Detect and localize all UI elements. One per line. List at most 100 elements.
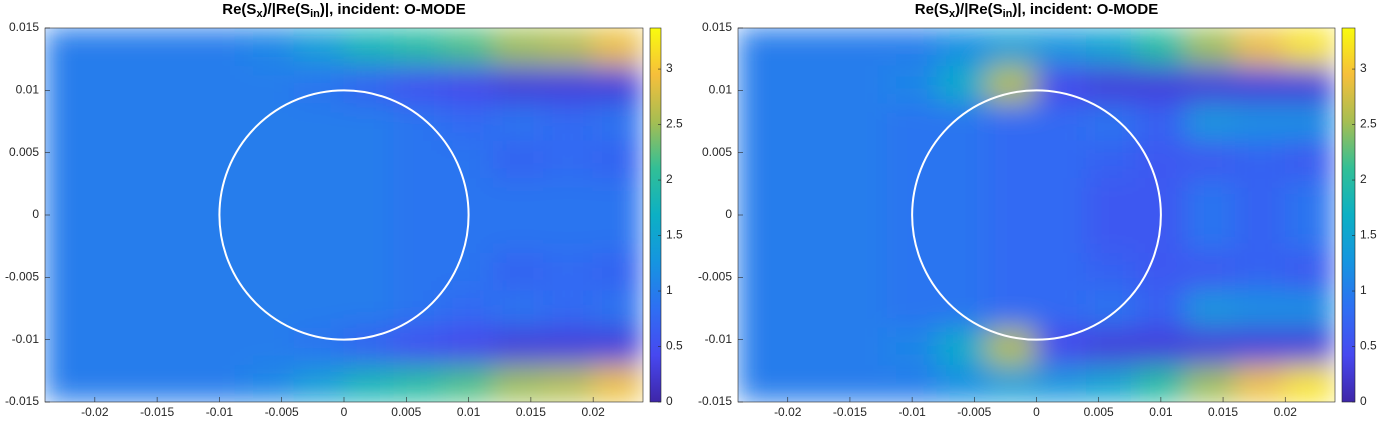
heatmap-cell <box>393 102 445 141</box>
heatmap-cell <box>1185 289 1236 328</box>
heatmap-cell <box>1135 251 1187 291</box>
heatmap-cell <box>293 102 345 141</box>
x-tick-label: -0.015 <box>833 405 867 419</box>
heatmap-cell <box>738 139 789 179</box>
heatmap-cell <box>45 364 96 402</box>
colorbar-tick-label: 3 <box>1360 61 1367 75</box>
heatmap-cell <box>787 139 838 179</box>
heatmap <box>738 28 1335 402</box>
heatmap-cell <box>1185 64 1236 104</box>
heatmap-cell <box>787 102 838 141</box>
heatmap-cell <box>787 251 838 291</box>
heatmap-cell <box>1135 102 1187 141</box>
heatmap-cell <box>738 251 789 291</box>
heatmap-cell <box>144 102 195 141</box>
heatmap-cell <box>542 102 594 141</box>
y-tick-label: 0 <box>32 207 39 221</box>
x-tick-label: 0.005 <box>391 405 421 419</box>
heatmap-cell <box>45 139 96 179</box>
heatmap-cell <box>144 177 195 216</box>
x-tick-label: -0.005 <box>957 405 991 419</box>
heatmap-cell <box>493 214 544 253</box>
heatmap-cell <box>1235 64 1286 104</box>
title-part: )|, incident: O-MODE <box>1012 1 1158 18</box>
heatmap-cell <box>443 326 494 366</box>
heatmap-cell <box>94 139 146 179</box>
heatmap-cell <box>1284 177 1335 216</box>
heatmap-cell <box>94 364 146 402</box>
y-tick-label: 0 <box>725 207 732 221</box>
heatmap-cell <box>1185 102 1236 141</box>
heatmap-cell <box>1135 364 1187 402</box>
heatmap-cell <box>94 102 146 141</box>
heatmap-cell <box>886 64 938 104</box>
title-part: )|, incident: O-MODE <box>320 1 466 18</box>
heatmap-cell <box>837 28 888 66</box>
x-tick-label: -0.005 <box>265 405 299 419</box>
heatmap-cell <box>1085 251 1137 291</box>
heatmap-cell <box>144 251 195 291</box>
x-tick-label: 0.015 <box>516 405 546 419</box>
heatmap-cell <box>194 251 245 291</box>
heatmap-cell <box>837 102 888 141</box>
heatmap-cell <box>738 289 789 328</box>
heatmap-cell <box>293 139 345 179</box>
heatmap-cell <box>45 177 96 216</box>
colorbar-tick-label: 1.5 <box>666 228 683 242</box>
x-tick-label: -0.015 <box>140 405 174 419</box>
heatmap-cell <box>837 139 888 179</box>
heatmap-cell <box>393 139 445 179</box>
heatmap-cell <box>1185 177 1236 216</box>
heatmap-cell <box>293 28 345 66</box>
heatmap-cell <box>738 28 789 66</box>
heatmap-cell <box>493 326 544 366</box>
heatmap-cell <box>144 214 195 253</box>
heatmap-cell <box>936 289 988 328</box>
heatmap-cell <box>936 251 988 291</box>
heatmap-cell <box>986 214 1037 253</box>
heatmap-cell <box>1235 214 1286 253</box>
heatmap-cell <box>393 364 445 402</box>
heatmap-cell <box>592 139 643 179</box>
heatmap-cell <box>1036 139 1087 179</box>
heatmap-cell <box>194 364 245 402</box>
y-tick-label: 0.01 <box>16 83 40 97</box>
heatmap-cell <box>1284 289 1335 328</box>
heatmap-cell <box>1085 102 1137 141</box>
heatmap-cell <box>94 64 146 104</box>
y-tick-label: 0.005 <box>9 145 39 159</box>
heatmap-cell <box>194 139 245 179</box>
heatmap-cell <box>886 326 938 366</box>
heatmap-cell <box>986 177 1037 216</box>
heatmap-cell <box>144 289 195 328</box>
heatmap-cell <box>738 214 789 253</box>
heatmap-cell <box>787 28 838 66</box>
x-tick-label: -0.02 <box>774 405 802 419</box>
heatmap-cell <box>343 214 395 253</box>
heatmap-cell <box>1284 139 1335 179</box>
x-tick-label: 0.02 <box>1274 405 1298 419</box>
heatmap-cell <box>443 64 494 104</box>
heatmap-cell <box>393 28 445 66</box>
heatmap-cell <box>936 28 988 66</box>
title-part: )/|Re(S <box>263 1 311 18</box>
heatmap-cell <box>986 251 1037 291</box>
heatmap-cell <box>194 64 245 104</box>
y-tick-label: 0.005 <box>702 145 732 159</box>
circle-outline <box>911 89 1162 341</box>
heatmap-cell <box>592 214 643 253</box>
heatmap-cell <box>787 326 838 366</box>
heatmap-cell <box>293 364 345 402</box>
heatmap-cell <box>243 28 295 66</box>
heatmap-cell <box>592 28 643 66</box>
heatmap-cell <box>194 289 245 328</box>
heatmap-cell <box>94 214 146 253</box>
heatmap-cell <box>1036 28 1087 66</box>
heatmap-cell <box>393 214 445 253</box>
heatmap-cell <box>787 64 838 104</box>
x-tick-label: 0 <box>341 405 348 419</box>
heatmap-cell <box>886 139 938 179</box>
heatmap-cell <box>343 28 395 66</box>
heatmap-cells <box>45 28 643 402</box>
x-tick-label: 0 <box>1033 405 1040 419</box>
